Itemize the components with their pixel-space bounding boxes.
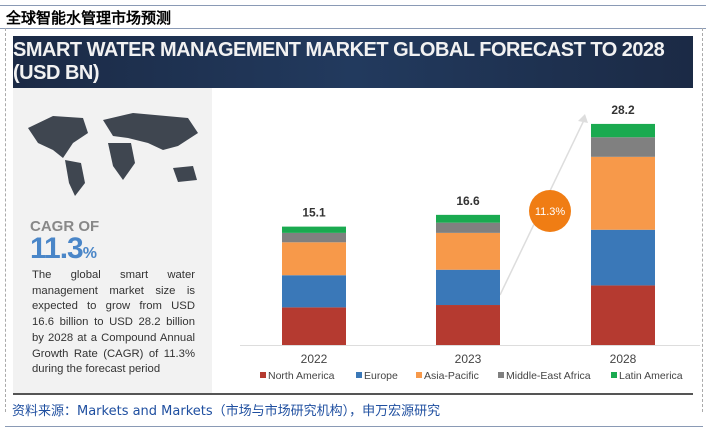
- total-label-2022: 15.1: [302, 206, 326, 220]
- cagr-unit: %: [82, 245, 97, 262]
- legend-swatch-asia-pacific: [416, 372, 422, 378]
- market-description: The global smart water management market…: [32, 269, 195, 376]
- legend-swatch-latin-america: [611, 372, 617, 378]
- legend-label-latin-america: Latin America: [619, 370, 683, 382]
- bar-segment-north-america-2023: [436, 305, 500, 345]
- legend-swatch-europe: [356, 372, 362, 378]
- bar-segment-middle-east-africa-2028: [591, 137, 655, 157]
- cagr-badge-label: 11.3%: [535, 206, 566, 218]
- legend-label-middle-east-africa: Middle-East Africa: [506, 370, 591, 382]
- footer-rule: [5, 426, 703, 427]
- bar-segment-north-america-2028: [591, 285, 655, 345]
- title-rule: [0, 28, 706, 29]
- bar-segment-middle-east-africa-2023: [436, 222, 500, 233]
- bar-segment-europe-2028: [591, 229, 655, 286]
- cagr-number: 11.3: [30, 232, 84, 265]
- chart-banner-title: SMART WATER MANAGEMENT MARKET GLOBAL FOR…: [13, 36, 693, 88]
- world-map-icon: [28, 113, 198, 196]
- total-label-2023: 16.6: [456, 194, 480, 208]
- x-tick-label-2023: 2023: [455, 352, 482, 366]
- page-title: 全球智能水管理市场预测: [6, 9, 172, 27]
- bar-segment-asia-pacific-2028: [591, 156, 655, 230]
- top-rule: [0, 5, 706, 6]
- total-label-2028: 28.2: [611, 103, 635, 117]
- right-border: [702, 28, 703, 412]
- x-tick-label-2028: 2028: [610, 352, 637, 366]
- bar-segment-asia-pacific-2022: [282, 242, 346, 276]
- bar-segment-latin-america-2023: [436, 214, 500, 223]
- legend-label-europe: Europe: [364, 370, 398, 382]
- legend-swatch-middle-east-africa: [498, 372, 504, 378]
- bottom-rule: [13, 393, 693, 395]
- x-tick-label-2022: 2022: [301, 352, 328, 366]
- cagr-label: CAGR OF: [30, 218, 100, 235]
- trend-arrowhead: [578, 114, 588, 123]
- bar-segment-asia-pacific-2023: [436, 232, 500, 270]
- bar-segment-europe-2023: [436, 269, 500, 306]
- bar-segment-europe-2022: [282, 275, 346, 308]
- bar-segment-north-america-2022: [282, 307, 346, 345]
- left-border: [5, 28, 6, 412]
- bar-segment-latin-america-2022: [282, 226, 346, 233]
- legend-label-north-america: North America: [268, 370, 335, 382]
- bar-segment-middle-east-africa-2022: [282, 232, 346, 243]
- cagr-badge: [529, 190, 571, 232]
- cagr-value: 11.3%: [30, 232, 97, 266]
- legend-swatch-north-america: [260, 372, 266, 378]
- bar-segment-latin-america-2028: [591, 123, 655, 138]
- legend-label-asia-pacific: Asia-Pacific: [424, 370, 479, 382]
- source-note: 资料来源：Markets and Markets（市场与市场研究机构），申万宏源…: [12, 404, 441, 419]
- side-panel: [13, 88, 212, 393]
